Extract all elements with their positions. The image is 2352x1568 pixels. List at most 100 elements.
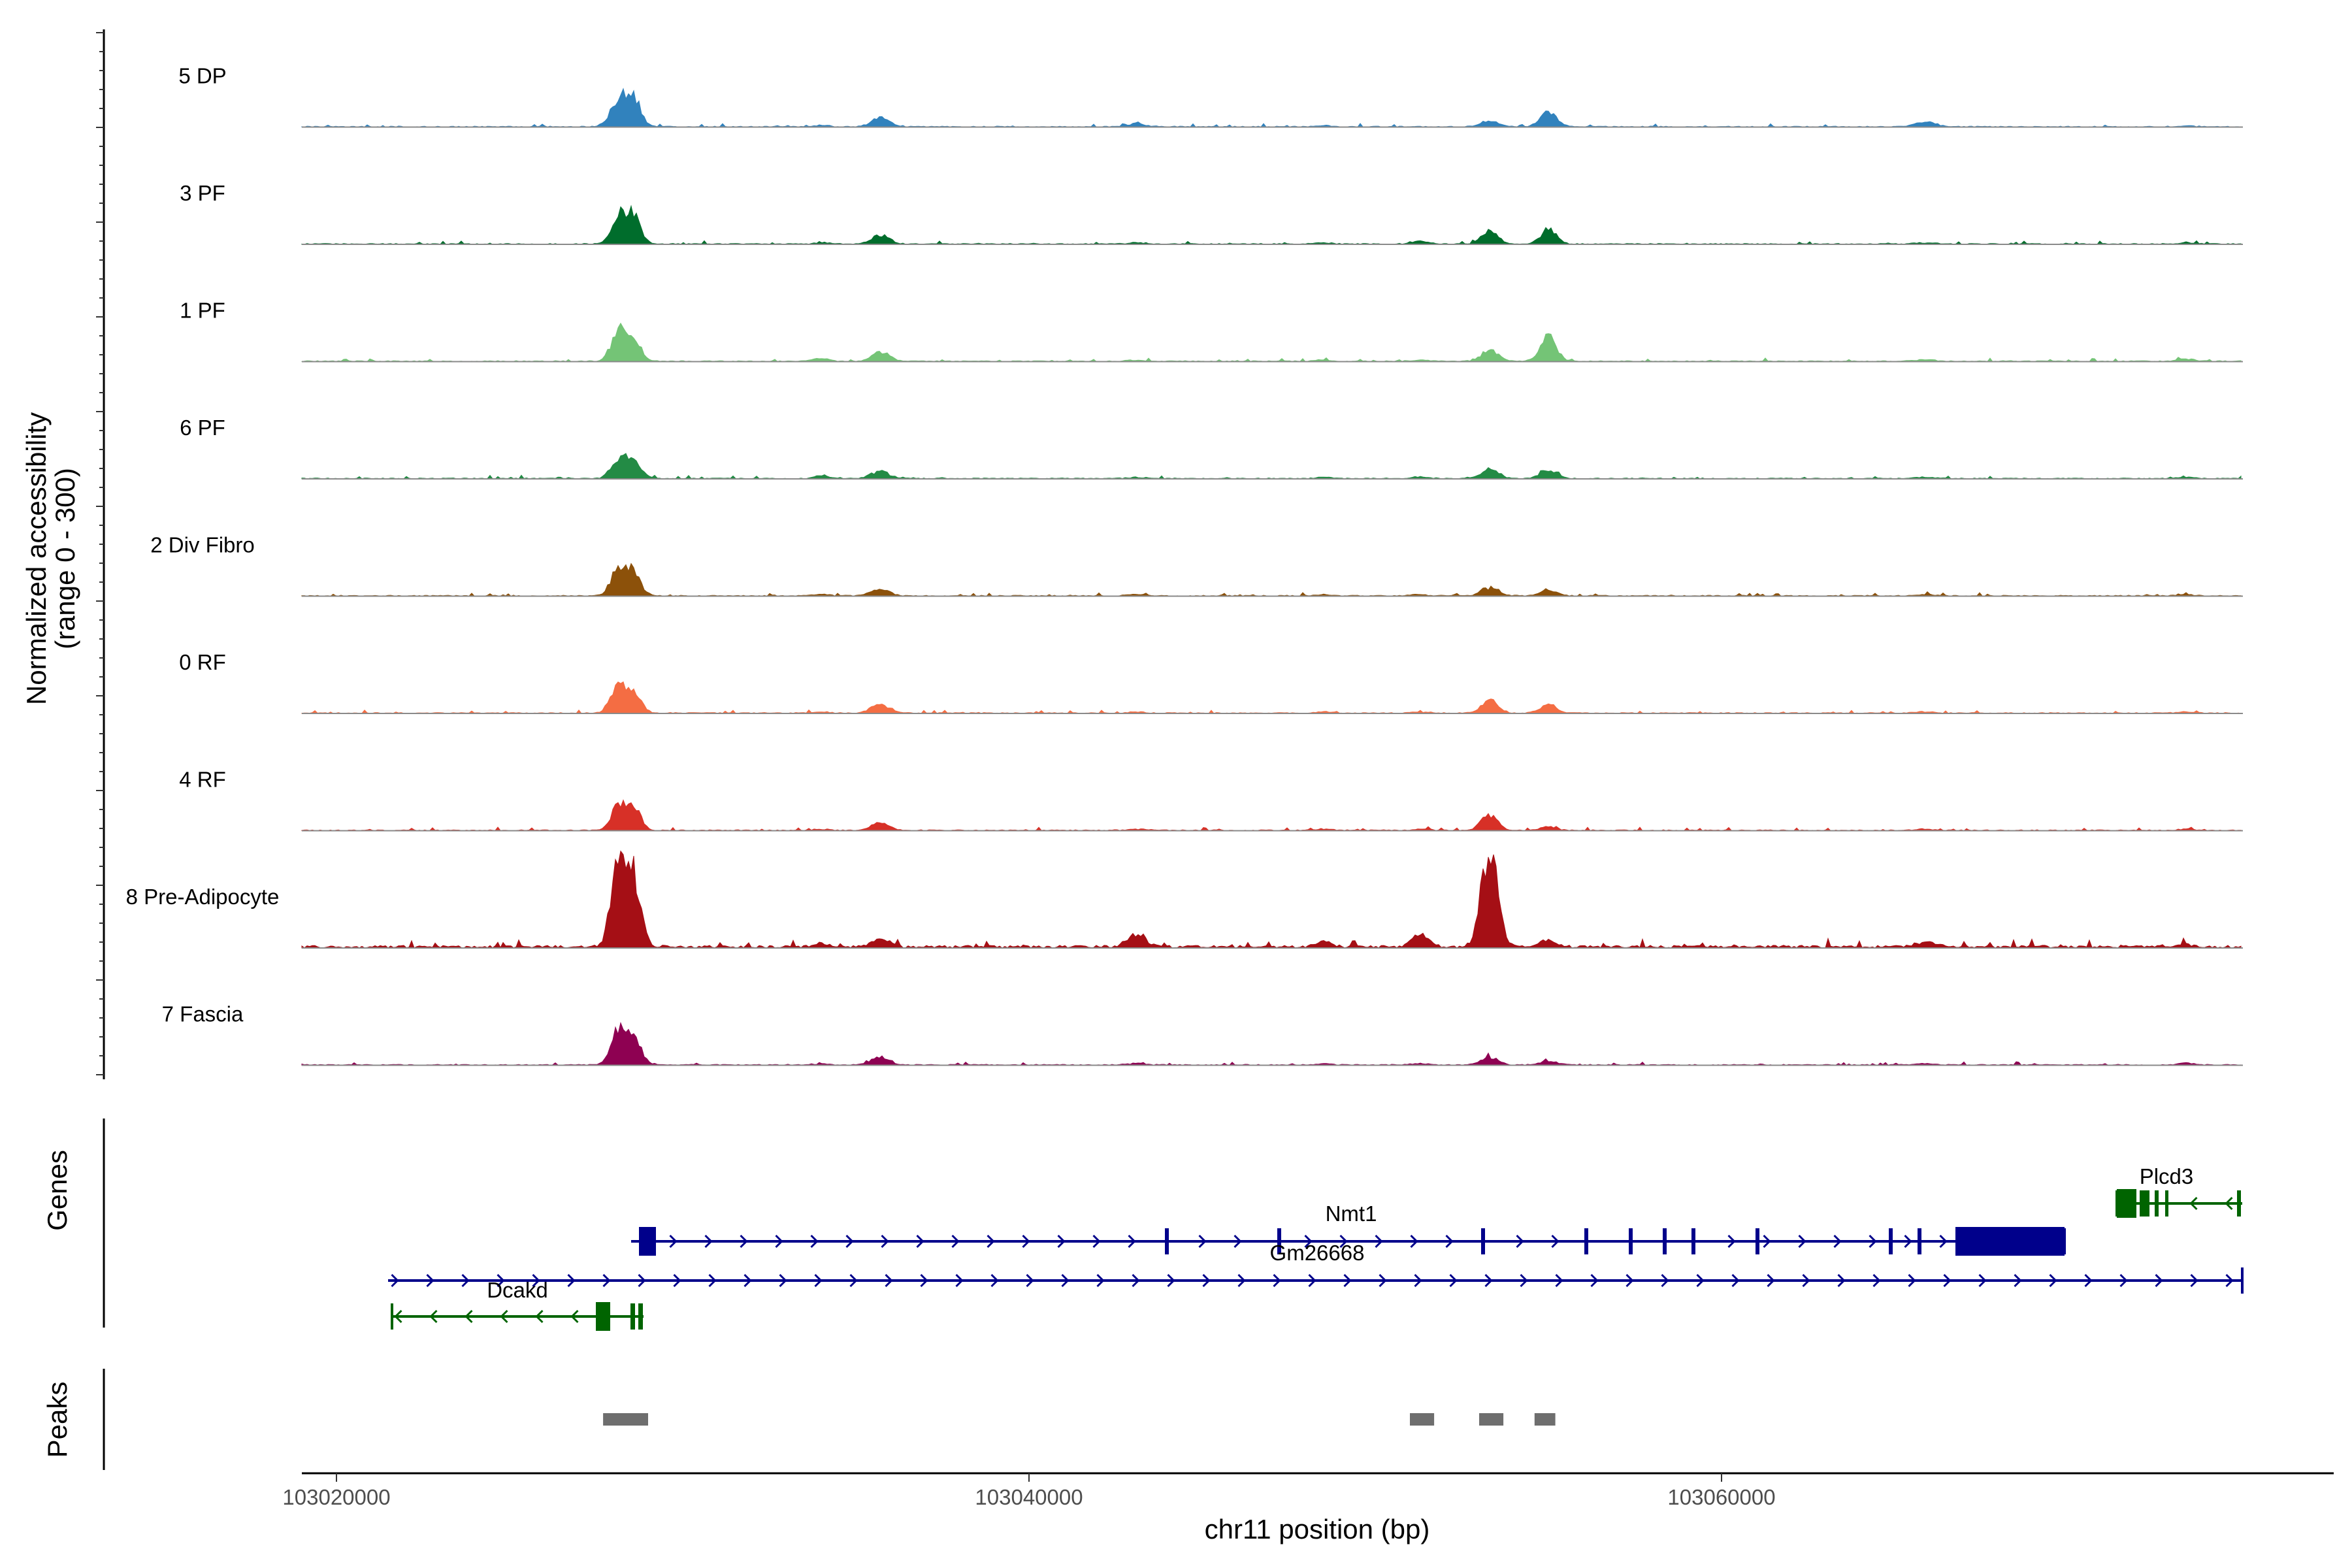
strand-arrow bbox=[2155, 1273, 2163, 1288]
track-label: 0 RF bbox=[179, 650, 226, 674]
gene-annotation-panel: Nmt1 Gm26668 Dcakd Plcd3 bbox=[388, 1164, 2244, 1331]
peak-region bbox=[1410, 1413, 1435, 1426]
track-label: 6 PF bbox=[180, 416, 225, 440]
strand-arrow bbox=[1202, 1273, 1211, 1288]
strand-arrow bbox=[1233, 1234, 1242, 1249]
exon bbox=[1481, 1228, 1485, 1254]
exon bbox=[1663, 1228, 1667, 1254]
strand-arrow bbox=[461, 1273, 470, 1288]
strand-arrow bbox=[1978, 1273, 1987, 1288]
strand-arrow bbox=[1308, 1273, 1316, 1288]
strand-arrow bbox=[1904, 1234, 1912, 1249]
peak-region bbox=[603, 1413, 648, 1426]
strand-arrow bbox=[2084, 1273, 2093, 1288]
strand-arrow bbox=[708, 1273, 717, 1288]
track-3-pf: 3 PF bbox=[180, 181, 2243, 245]
track-1-pf: 1 PF bbox=[180, 299, 2243, 363]
track-label: 5 DP bbox=[178, 64, 226, 88]
strand-arrow bbox=[669, 1234, 678, 1249]
strand-arrow bbox=[1625, 1273, 1634, 1288]
track-4-rf: 4 RF bbox=[179, 768, 2243, 832]
coverage-area bbox=[301, 563, 2242, 597]
x-tick-label: 103060000 bbox=[1667, 1485, 1775, 1509]
coverage-area bbox=[301, 850, 2242, 949]
strand-arrow bbox=[743, 1273, 752, 1288]
strand-arrow bbox=[849, 1273, 858, 1288]
coverage-area bbox=[301, 322, 2242, 363]
track-5-dp: 5 DP bbox=[178, 64, 2243, 128]
strand-arrow bbox=[2190, 1273, 2198, 1288]
exon bbox=[1889, 1228, 1893, 1254]
track-label: 2 Div Fibro bbox=[150, 533, 255, 557]
coverage-area bbox=[301, 88, 2242, 128]
coverage-area bbox=[301, 204, 2242, 245]
exon bbox=[638, 1303, 643, 1330]
strand-arrow bbox=[426, 1273, 434, 1288]
y-axis-title: Normalized accessibility(range 0 - 300) bbox=[21, 412, 80, 705]
track-label: 8 Pre-Adipocyte bbox=[126, 885, 280, 909]
strand-arrow bbox=[1449, 1273, 1458, 1288]
strand-arrow bbox=[2119, 1273, 2128, 1288]
strand-arrow bbox=[500, 1309, 508, 1324]
coverage-area bbox=[301, 1022, 2242, 1066]
strand-arrow bbox=[1410, 1234, 1418, 1249]
strand-arrow bbox=[2189, 1196, 2198, 1211]
strand-arrow bbox=[881, 1234, 889, 1249]
strand-arrow bbox=[567, 1273, 576, 1288]
strand-arrow bbox=[916, 1234, 924, 1249]
strand-arrow bbox=[1304, 1234, 1313, 1249]
coverage-area bbox=[301, 453, 2242, 480]
exon bbox=[1955, 1227, 2065, 1256]
strand-arrow bbox=[1484, 1273, 1493, 1288]
strand-arrow bbox=[1767, 1273, 1775, 1288]
track-label: 1 PF bbox=[180, 299, 225, 323]
gene-label: Gm26668 bbox=[1270, 1241, 1365, 1265]
strand-arrow bbox=[1520, 1273, 1528, 1288]
track-label: 4 RF bbox=[179, 768, 226, 792]
x-tick-label: 103020000 bbox=[282, 1485, 390, 1509]
peaks-panel-title: Peaks bbox=[42, 1382, 73, 1458]
gene-dcakd: Dcakd bbox=[391, 1278, 644, 1331]
exon bbox=[2140, 1190, 2149, 1217]
strand-arrow bbox=[775, 1234, 783, 1249]
exon bbox=[1277, 1228, 1281, 1254]
exon bbox=[2155, 1190, 2159, 1217]
genes-panel-title: Genes bbox=[42, 1150, 73, 1231]
track-6-pf: 6 PF bbox=[180, 416, 2243, 480]
exon bbox=[1629, 1228, 1633, 1254]
strand-arrow bbox=[602, 1273, 611, 1288]
strand-arrow bbox=[1661, 1273, 1669, 1288]
strand-arrow bbox=[1445, 1234, 1454, 1249]
strand-arrow bbox=[1375, 1234, 1383, 1249]
strand-arrow bbox=[1057, 1234, 1066, 1249]
strand-arrow bbox=[990, 1273, 999, 1288]
strand-arrow bbox=[673, 1273, 681, 1288]
strand-arrow bbox=[570, 1309, 579, 1324]
strand-arrow bbox=[1128, 1234, 1136, 1249]
strand-arrow bbox=[1198, 1234, 1207, 1249]
exon bbox=[639, 1227, 656, 1256]
strand-arrow bbox=[1414, 1273, 1422, 1288]
gene-nmt1: Nmt1 bbox=[631, 1201, 2066, 1256]
exon bbox=[1918, 1228, 1921, 1254]
exon bbox=[596, 1302, 610, 1331]
strand-arrow bbox=[638, 1273, 646, 1288]
track-0-rf: 0 RF bbox=[179, 650, 2243, 714]
strand-arrow bbox=[1343, 1273, 1352, 1288]
strand-arrow bbox=[1731, 1273, 1740, 1288]
strand-arrow bbox=[2225, 1196, 2233, 1211]
strand-arrow bbox=[1092, 1234, 1101, 1249]
strand-arrow bbox=[1869, 1234, 1877, 1249]
gene-gm26668: Gm26668 bbox=[388, 1241, 2244, 1294]
coverage-tracks: 5 DP 3 PF 1 PF 6 PF 2 Div Fibro 0 RF 4 RF 8 Pre… bbox=[126, 64, 2243, 1066]
strand-arrow bbox=[1943, 1273, 1952, 1288]
strand-arrow bbox=[814, 1273, 823, 1288]
strand-arrow bbox=[497, 1273, 505, 1288]
strand-arrow bbox=[2225, 1273, 2234, 1288]
strand-arrow bbox=[1237, 1273, 1246, 1288]
strand-arrow bbox=[1908, 1273, 1916, 1288]
strand-arrow bbox=[1273, 1273, 1281, 1288]
gene-label: Plcd3 bbox=[2140, 1164, 2194, 1188]
track-2-div-fibro: 2 Div Fibro bbox=[150, 533, 2243, 597]
